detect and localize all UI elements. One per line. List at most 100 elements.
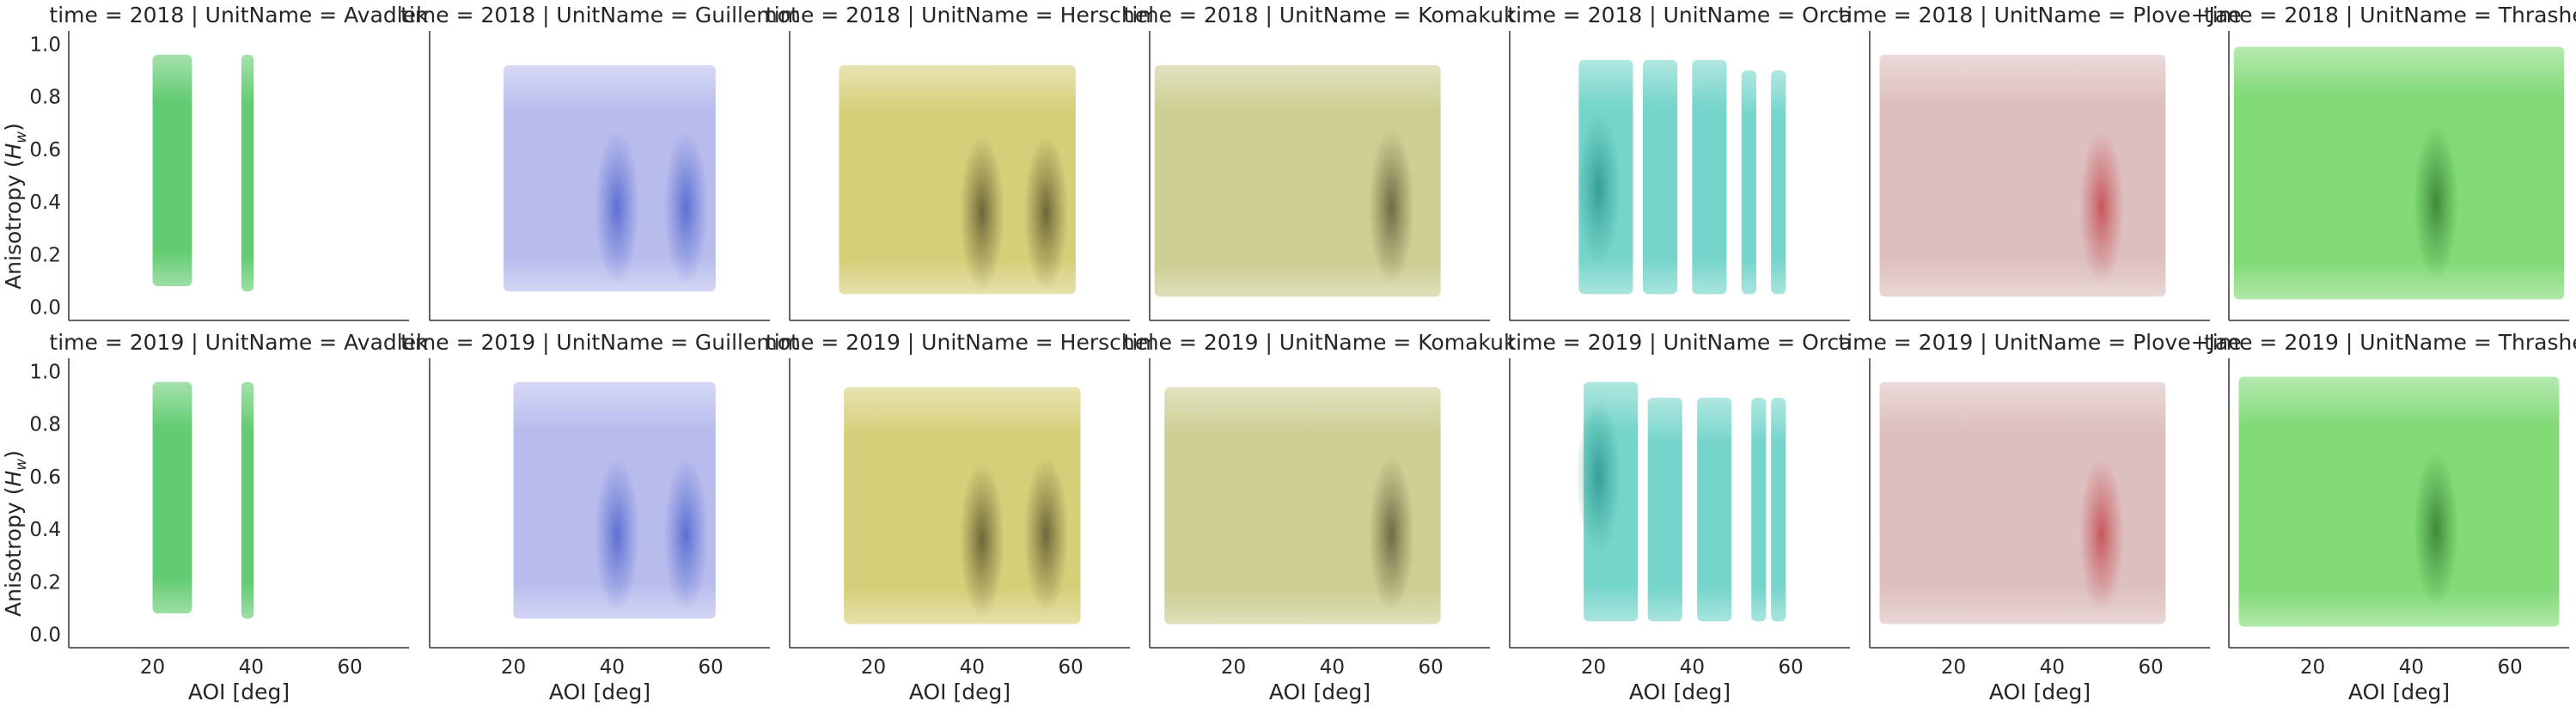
density-hotspot (2079, 130, 2124, 285)
point-cloud-band (1697, 397, 1732, 622)
point-cloud-band (1692, 59, 1727, 295)
facet-title: time = 2018 | UnitName = Plove+Jae (1838, 3, 2241, 27)
y-axis-label-top: Anisotropy (Hw) (1, 123, 30, 289)
point-cloud-band (1154, 64, 1441, 297)
x-tick-label: 40 (2040, 656, 2065, 679)
y-tick-label: 1.0 (29, 361, 61, 383)
point-cloud-band (152, 54, 192, 287)
density-hotspot (595, 130, 640, 285)
point-cloud-band (152, 381, 192, 614)
facet-panel-2018-guillemot: time = 2018 | UnitName = Guillemot (400, 3, 799, 321)
facet-title: time = 2018 | UnitName = Orca (1507, 3, 1852, 27)
density-hotspot (959, 462, 1004, 618)
facet-title: time = 2019 | UnitName = Plove+Jae (1838, 330, 2241, 355)
density-hotspot (1369, 457, 1414, 612)
x-tick-label: 40 (1680, 656, 1705, 679)
density-hotspot (663, 130, 709, 285)
density-hotspot (595, 457, 640, 612)
facet-panel-2019-herschel: time = 2019 | UnitName = Herschel 20 40 60 A… (766, 330, 1154, 704)
x-tick-label: 60 (1058, 656, 1083, 679)
density-hotspot (2414, 452, 2459, 607)
facet-title: time = 2018 | UnitName = Guillemot (400, 3, 799, 27)
facet-title: time = 2018 | UnitName = Herschel (766, 3, 1154, 27)
x-axis-label: AOI [deg] (1269, 679, 1370, 704)
facet-title: time = 2019 | UnitName = Thrasher (2204, 330, 2576, 355)
density-hotspot (959, 135, 1004, 290)
facet-panel-2018-avadlek: time = 2018 | UnitName = Avadlek 0.0 0.2 0.… (29, 3, 429, 321)
point-cloud-band (241, 54, 254, 292)
facet-panel-2018-plove-jae: time = 2018 | UnitName = Plove+Jae (1838, 3, 2242, 321)
facet-panel-2019-avadlek: time = 2019 | UnitName = Avadlek 0.0 0.2 0.… (29, 330, 429, 704)
y-tick-label: 0.8 (29, 414, 61, 436)
x-axis-label: AOI [deg] (1989, 679, 2091, 704)
x-tick-label: 60 (2138, 656, 2163, 679)
y-tick-label: 0.6 (29, 466, 61, 489)
facet-panel-2019-orca: time = 2019 | UnitName = Orca 20 40 60 AOI [… (1507, 330, 1852, 704)
x-tick-label: 60 (2497, 656, 2522, 679)
density-hotspot (2079, 457, 2124, 612)
x-tick-label: 20 (861, 656, 886, 679)
facet-panel-2018-komakuk: time = 2018 | UnitName = Komakuk (1124, 3, 1517, 321)
density-hotspot (1576, 111, 1621, 266)
point-cloud-band (1771, 397, 1786, 622)
x-tick-label: 20 (2300, 656, 2325, 679)
point-cloud-band (1879, 54, 2166, 297)
point-cloud-band (1879, 381, 2166, 625)
x-axis-label: AOI [deg] (1629, 679, 1731, 704)
x-axis-label: AOI [deg] (188, 679, 290, 704)
x-tick-label: 20 (1581, 656, 1606, 679)
point-cloud-band (839, 64, 1076, 295)
y-tick-label: 0.4 (29, 192, 61, 214)
x-axis-label: AOI [deg] (909, 679, 1010, 704)
facet-title: time = 2019 | UnitName = Orca (1507, 330, 1852, 355)
y-tick-label: 0.6 (29, 139, 61, 161)
point-cloud-band (1642, 59, 1678, 295)
facet-panels: time = 2018 | UnitName = Avadlek 0.0 0.2 0.… (29, 3, 2576, 704)
point-cloud-band (2238, 376, 2560, 627)
facet-title: time = 2019 | UnitName = Herschel (766, 330, 1154, 355)
facet-panel-2019-thrasher: time = 2019 | UnitName = Thrasher 20 40 60 A… (2204, 330, 2576, 704)
y-tick-label: 0.0 (29, 297, 61, 320)
facet-panel-2018-herschel: time = 2018 | UnitName = Herschel (766, 3, 1154, 321)
x-tick-label: 60 (1418, 656, 1443, 679)
density-hotspot (2414, 125, 2459, 280)
x-axis-label: AOI [deg] (2348, 679, 2450, 704)
density-hotspot (663, 457, 709, 612)
y-tick-label: 0.2 (29, 244, 61, 266)
facet-panel-2018-orca: time = 2018 | UnitName = Orca (1507, 3, 1853, 321)
facet-panel-2019-guillemot: time = 2019 | UnitName = Guillemot 20 40 60… (400, 330, 799, 704)
density-hotspot (1023, 457, 1069, 612)
x-tick-label: 60 (337, 656, 362, 679)
y-axis-label-bottom: Anisotropy (Hw) (1, 450, 30, 617)
point-cloud-band (1647, 397, 1682, 622)
y-tick-label: 0.2 (29, 571, 61, 594)
facet-panel-2019-komakuk: time = 2019 | UnitName = Komakuk 20 40 60 AO… (1124, 330, 1517, 704)
point-cloud-band (1771, 70, 1786, 295)
facet-title: time = 2018 | UnitName = Thrasher (2204, 3, 2576, 27)
facet-title: time = 2019 | UnitName = Guillemot (400, 330, 799, 355)
x-tick-label: 40 (239, 656, 264, 679)
density-hotspot (1369, 130, 1414, 285)
x-tick-label: 40 (960, 656, 985, 679)
x-tick-label: 20 (140, 656, 165, 679)
facet-panel-2018-thrasher: time = 2018 | UnitName = Thrasher (2204, 3, 2576, 321)
y-tick-label: 0.8 (29, 87, 61, 109)
y-tick-label: 0.0 (29, 625, 61, 647)
density-hotspot (1023, 135, 1069, 290)
y-tick-label: 0.4 (29, 519, 61, 541)
facet-title: time = 2018 | UnitName = Avadlek (49, 3, 429, 27)
facet-panel-2019-plove-jae: time = 2019 | UnitName = Plove+Jae 20 40 60… (1838, 330, 2241, 704)
x-axis-label: AOI [deg] (549, 679, 650, 704)
x-tick-label: 40 (600, 656, 625, 679)
x-tick-label: 20 (501, 656, 526, 679)
facet-title: time = 2019 | UnitName = Komakuk (1124, 330, 1517, 355)
x-tick-label: 60 (1778, 656, 1803, 679)
x-tick-label: 20 (1941, 656, 1966, 679)
x-tick-label: 60 (698, 656, 723, 679)
facet-title: time = 2019 | UnitName = Avadlek (49, 330, 429, 355)
point-cloud-band (1741, 70, 1756, 295)
point-cloud-band (1751, 397, 1767, 622)
x-tick-label: 40 (1320, 656, 1345, 679)
point-cloud-band (2233, 46, 2565, 300)
